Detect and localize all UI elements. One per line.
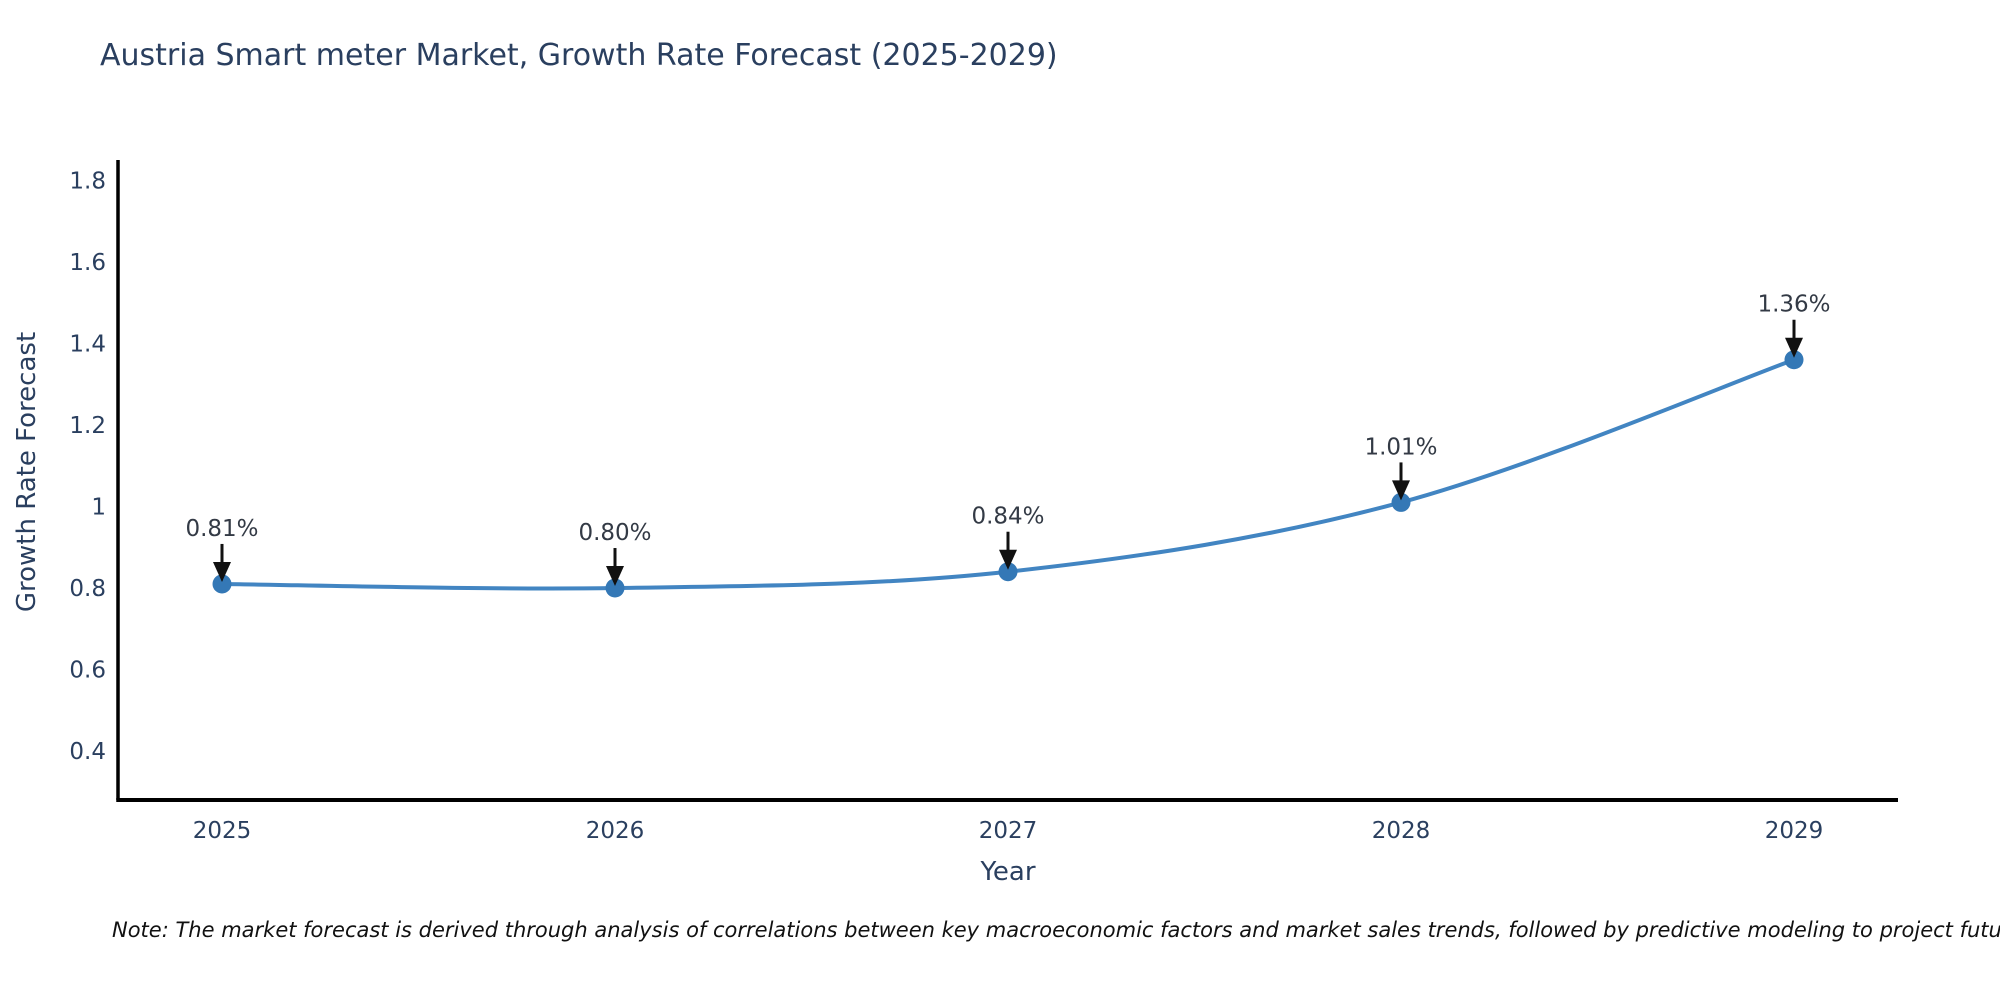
data-point-value-label: 0.80% xyxy=(578,520,651,546)
data-point-marker[interactable] xyxy=(1391,492,1411,512)
x-tick-label: 2026 xyxy=(586,818,645,844)
footnote: Note: The market forecast is derived thr… xyxy=(112,918,2000,942)
annotation-arrowhead-icon xyxy=(213,561,231,582)
data-point-value-label: 1.36% xyxy=(1757,292,1830,318)
annotation-arrowhead-icon xyxy=(606,566,624,587)
y-tick-label: 0.6 xyxy=(69,658,106,684)
data-point-value-label: 0.84% xyxy=(971,504,1044,530)
y-tick-label: 1.8 xyxy=(69,168,106,194)
y-tick-label: 1 xyxy=(91,494,106,520)
data-point-value-label: 1.01% xyxy=(1364,434,1437,460)
x-tick-label: 2025 xyxy=(193,818,252,844)
annotation-arrowhead-icon xyxy=(1392,480,1410,501)
data-point-marker[interactable] xyxy=(1784,350,1804,370)
annotation-arrowhead-icon xyxy=(1785,337,1803,358)
data-point-marker[interactable] xyxy=(998,562,1018,582)
y-tick-label: 0.4 xyxy=(69,739,106,765)
data-point-value-label: 0.81% xyxy=(185,516,258,542)
y-tick-label: 1.6 xyxy=(69,250,106,276)
x-tick-label: 2028 xyxy=(1372,818,1431,844)
data-point-marker[interactable] xyxy=(212,574,232,594)
x-tick-label: 2029 xyxy=(1765,818,1824,844)
y-tick-label: 1.4 xyxy=(69,331,106,357)
annotation-arrowhead-icon xyxy=(999,549,1017,570)
data-point-marker[interactable] xyxy=(605,578,625,598)
chart-title: Austria Smart meter Market, Growth Rate … xyxy=(100,38,1058,73)
x-axis-title: Year xyxy=(980,857,1036,887)
y-tick-label: 0.8 xyxy=(69,576,106,602)
y-tick-label: 1.2 xyxy=(69,413,106,439)
x-tick-label: 2027 xyxy=(979,818,1038,844)
